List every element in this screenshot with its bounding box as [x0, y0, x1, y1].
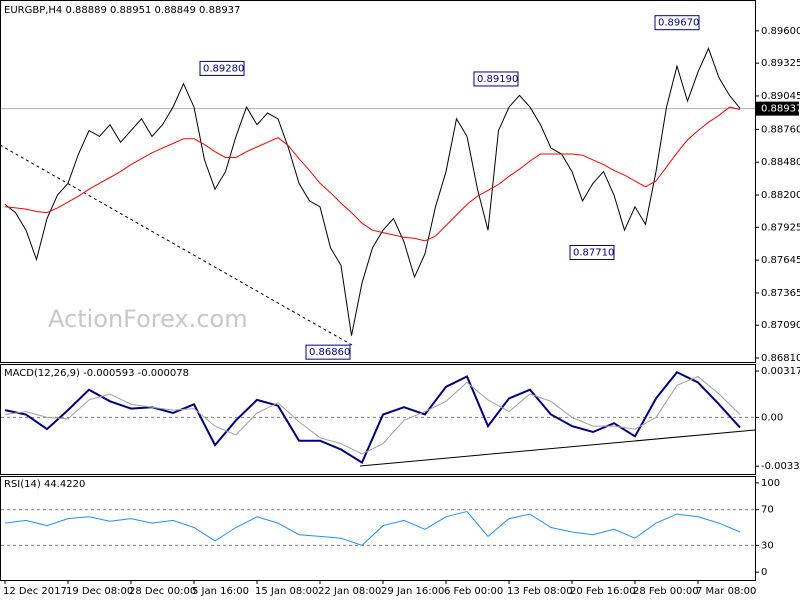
y-tick-label: 0.89600 [761, 26, 800, 37]
y-tick-label: 30 [761, 540, 774, 551]
panel-title: EURGBP,H4 0.88889 0.88951 0.88849 0.8893… [4, 5, 240, 16]
y-tick-label: 0.87365 [761, 288, 800, 299]
annotation-box [199, 60, 245, 76]
last-price-label: 0.88937 [761, 104, 800, 115]
annotation-label: 0.89190 [477, 74, 518, 85]
y-tick-label: 0.00 [761, 412, 783, 423]
x-tick-label: 6 Feb 00:00 [444, 586, 503, 597]
series-line [4, 375, 741, 455]
annotation-label: 0.89670 [658, 18, 699, 29]
series-line [4, 47, 741, 336]
annotation-box [305, 344, 351, 360]
y-tick-label: 0.86810 [761, 353, 800, 364]
x-tick-label: 20 Feb 16:00 [570, 586, 636, 597]
last-price-box [755, 101, 799, 116]
y-tick-label: 100 [761, 478, 780, 489]
price-panel-frame [0, 0, 756, 363]
series-line [4, 370, 741, 465]
annotation-label: 0.89280 [203, 63, 244, 74]
x-tick-label: 15 Jan 08:00 [255, 586, 318, 597]
x-tick-label: 28 Feb 00:00 [633, 586, 699, 597]
y-tick-label: 0.89325 [761, 58, 800, 69]
x-tick-label: 29 Jan 16:00 [381, 586, 444, 597]
series-line [4, 510, 741, 546]
x-tick-label: 28 Dec 00:00 [129, 586, 196, 597]
annotation-label: 0.86860 [309, 347, 350, 358]
y-tick-label: 0.88200 [761, 190, 800, 201]
y-tick-label: 70 [761, 505, 774, 516]
x-tick-label: 7 Mar 08:00 [696, 586, 756, 597]
panel-title: MACD(12,26,9) -0.000593 -0.000078 [4, 368, 189, 379]
series-line [4, 106, 741, 242]
panel-title: RSI(14) 44.4220 [4, 479, 85, 490]
annotation-label: 0.87710 [573, 247, 614, 258]
macd-trend-line [359, 429, 756, 467]
x-tick-label: 5 Jan 16:00 [192, 586, 249, 597]
y-tick-label: 0.89045 [761, 91, 800, 102]
x-tick-label: 19 Dec 08:00 [66, 586, 133, 597]
annotation-box [569, 244, 615, 260]
annotation-box [654, 15, 700, 31]
x-tick-label: 13 Feb 08:00 [507, 586, 573, 597]
y-tick-label: 0.87645 [761, 255, 800, 266]
trend-line [0, 144, 353, 346]
annotation-box [473, 71, 519, 87]
x-tick-label: 12 Dec 2017 [3, 586, 67, 597]
macd-panel-frame [0, 364, 756, 475]
y-tick-label: 0 [761, 567, 767, 578]
y-tick-label: -0.003344 [761, 461, 800, 472]
watermark: ActionForex.com [48, 305, 248, 333]
y-tick-label: 0.87925 [761, 222, 800, 233]
rsi-panel-frame [0, 476, 756, 581]
y-tick-label: 0.87090 [761, 320, 800, 331]
y-tick-label: 0.003177 [761, 366, 800, 377]
y-tick-label: 0.88760 [761, 124, 800, 135]
x-tick-label: 22 Jan 08:00 [318, 586, 381, 597]
y-tick-label: 0.88480 [761, 157, 800, 168]
